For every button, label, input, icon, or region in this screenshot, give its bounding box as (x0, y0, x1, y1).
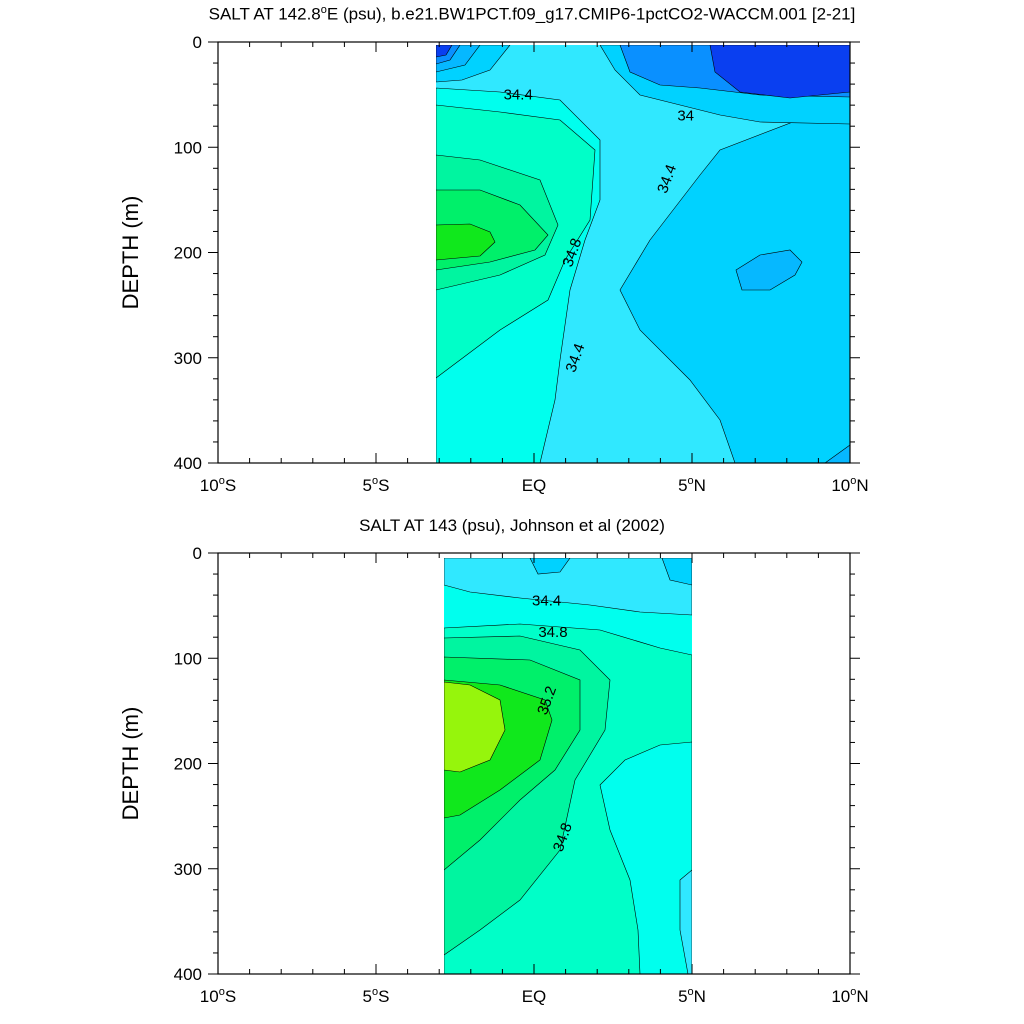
top-y-tick-label: 100 (174, 138, 202, 157)
top-title-part-1: SALT AT 142.8 (208, 4, 321, 24)
bottom-fill-east-pocket (679, 869, 692, 974)
top-fill-deep-corner (824, 444, 850, 463)
top-fill-blob (735, 249, 803, 291)
bottom-title-text: SALT AT 143 (psu), Johnson et al (2002) (359, 516, 665, 535)
bottom-fill-surface-pocket-1 (529, 558, 571, 575)
bottom-fill-surface (444, 558, 692, 616)
top-contour-fill (436, 45, 850, 463)
top-contour-label: 34.4 (504, 87, 533, 104)
bottom-fill-east-34-6 (599, 741, 692, 974)
bottom-x-tick-label: EQ (522, 987, 547, 1006)
bottom-x-tick-label: 10oN (831, 986, 868, 1006)
bottom-contour-label: 34.4 (532, 592, 561, 609)
bottom-y-tick-label: 200 (174, 755, 202, 774)
top-fill-35-4 (436, 223, 496, 261)
bottom-y-axis-title: DEPTH (m) (118, 707, 143, 821)
top-x-tick-label: 5oN (678, 475, 706, 495)
top-y-tick-label: 0 (193, 33, 202, 52)
top-y-axis-title: DEPTH (m) (118, 196, 143, 310)
top-y-tick-label: 300 (174, 349, 202, 368)
bottom-contour-fill (444, 558, 692, 974)
top-y-tick-label: 200 (174, 244, 202, 263)
top-fill-surface-33-6 (709, 45, 850, 99)
bottom-x-tick-label: 10oS (200, 986, 236, 1006)
bottom-y-tick-label: 100 (174, 649, 202, 668)
top-y-tick-label: 400 (174, 454, 202, 473)
top-title-degree: o (320, 4, 327, 16)
bottom-contour-label: 34.8 (538, 624, 567, 641)
top-fill-left-pocket-4 (436, 45, 453, 58)
bottom-x-tick-label: 5oN (678, 986, 706, 1006)
top-x-tick-label: 10oS (200, 475, 236, 495)
top-fill-34-2 (619, 99, 850, 463)
top-title-part-2: E (psu), b.e21.BW1PCT.f09_g17.CMIP6-1pct… (326, 4, 856, 24)
bottom-panel-title: SALT AT 143 (psu), Johnson et al (2002) (0, 516, 1024, 536)
top-x-tick-label: 5oS (363, 475, 390, 495)
bottom-fill-surface-pocket-2 (661, 558, 692, 586)
bottom-y-tick-label: 0 (193, 544, 202, 563)
bottom-y-tick-label: 300 (174, 860, 202, 879)
axes-layer: 10oS 5oS EQ 5oN 10oN 0 100 200 300 400 DEPTH (m) 10… (118, 33, 869, 1006)
top-x-tick-label: EQ (522, 476, 547, 495)
bottom-y-tick-label: 400 (174, 965, 202, 984)
top-panel-title: SALT AT 142.8oE (psu), b.e21.BW1PCT.f09_… (20, 4, 1024, 25)
bottom-fill-35-6 (444, 681, 506, 773)
top-x-tick-label: 10oN (831, 475, 868, 495)
top-contour-label: 34 (677, 108, 694, 125)
bottom-x-tick-label: 5oS (363, 986, 390, 1006)
